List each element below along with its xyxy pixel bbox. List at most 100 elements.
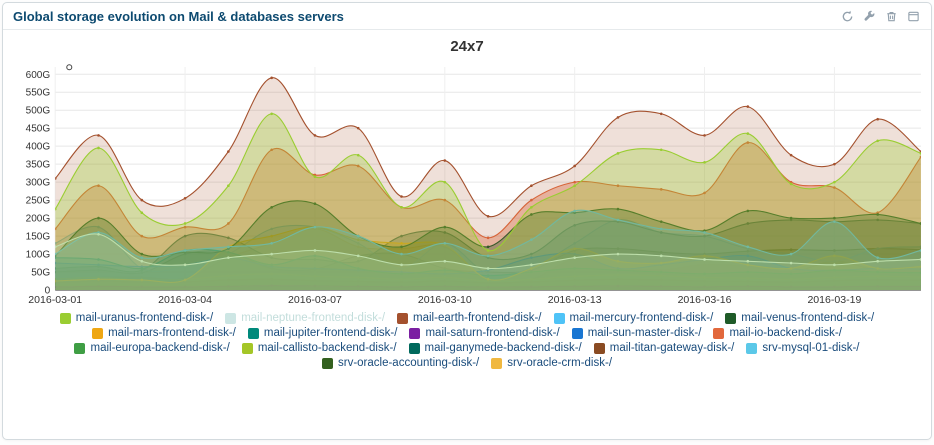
point-marker	[530, 267, 533, 270]
legend-item[interactable]: mail-titan-gateway-disk-/	[593, 342, 734, 354]
point-marker	[97, 184, 100, 188]
point-marker	[313, 175, 317, 179]
legend-swatch	[74, 342, 86, 354]
legend-item[interactable]: mail-io-backend-disk-/	[713, 327, 842, 339]
legend-item[interactable]: mail-venus-frontend-disk-/	[725, 312, 874, 324]
y-axis-label: 500G	[26, 106, 51, 117]
point-marker	[789, 248, 793, 252]
legend-item[interactable]: mail-earth-frontend-disk-/	[397, 312, 542, 324]
x-axis-label: 2016-03-01	[28, 294, 82, 306]
legend-swatch	[59, 312, 71, 324]
legend-item[interactable]: mail-uranus-frontend-disk-/	[59, 312, 213, 324]
point-marker	[659, 261, 663, 265]
legend-swatch	[321, 357, 333, 369]
point-marker	[356, 280, 360, 283]
point-marker	[356, 268, 360, 272]
point-marker	[833, 180, 836, 184]
point-marker	[703, 234, 706, 238]
point-marker	[227, 247, 230, 250]
legend-swatch	[247, 327, 259, 339]
point-marker	[703, 229, 706, 232]
legend-item[interactable]: srv-oracle-crm-disk-/	[491, 357, 612, 369]
x-axis-label: 2016-03-07	[288, 294, 342, 306]
point-marker	[97, 225, 100, 229]
point-marker	[746, 265, 750, 268]
point-marker	[833, 186, 836, 189]
point-marker	[443, 245, 447, 249]
y-axis-label: 450G	[26, 124, 51, 135]
point-marker	[183, 196, 187, 200]
point-marker	[97, 282, 100, 285]
point-marker	[443, 279, 447, 283]
legend-item[interactable]: mail-sun-master-disk-/	[571, 327, 701, 339]
point-marker	[140, 268, 144, 272]
point-marker	[183, 222, 187, 225]
point-marker	[833, 285, 836, 289]
point-marker	[356, 259, 360, 263]
legend-item[interactable]: mail-europa-backend-disk-/	[74, 342, 230, 354]
legend-item[interactable]: srv-mysql-01-disk-/	[746, 342, 860, 354]
point-marker	[443, 159, 447, 162]
point-marker	[789, 218, 793, 222]
legend-item[interactable]: mail-saturn-frontend-disk-/	[409, 327, 560, 339]
point-marker	[400, 267, 403, 270]
legend-row: srv-oracle-accounting-disk-/ srv-oracle-c…	[11, 357, 923, 369]
point-marker	[530, 270, 533, 274]
point-marker	[573, 285, 576, 288]
point-marker	[270, 267, 273, 270]
chart-canvas[interactable]: 0 50G 100G 150G 200G 250G 300G 350G 400G 450G 500G…	[7, 57, 927, 310]
wrench-icon[interactable]	[862, 9, 877, 24]
point-marker	[356, 282, 360, 285]
legend-swatch	[409, 327, 421, 339]
point-marker	[789, 280, 793, 284]
trash-icon[interactable]	[884, 9, 899, 24]
point-marker	[97, 258, 100, 261]
point-marker	[573, 223, 576, 227]
point-marker	[270, 76, 273, 80]
legend-item[interactable]: mail-ganymede-backend-disk-/	[408, 342, 582, 354]
x-axis-label: 2016-03-19	[807, 294, 861, 306]
point-marker	[227, 252, 230, 256]
point-marker	[833, 263, 836, 267]
point-marker	[530, 285, 533, 289]
legend-label: srv-oracle-accounting-disk-/	[337, 357, 480, 370]
refresh-icon[interactable]	[840, 9, 855, 24]
point-marker	[270, 205, 273, 209]
point-marker	[919, 281, 921, 285]
legend-label: mail-callisto-backend-disk-/	[257, 342, 397, 355]
point-marker	[616, 267, 620, 270]
legend-item[interactable]: mail-mercury-frontend-disk-/	[553, 312, 713, 324]
legend-item[interactable]: mail-mars-frontend-disk-/	[92, 327, 236, 339]
legend-item[interactable]: mail-jupiter-frontend-disk-/	[247, 327, 397, 339]
legend-item[interactable]: mail-neptune-frontend-disk-/	[225, 312, 385, 324]
point-marker	[616, 116, 620, 119]
legend-item[interactable]: srv-oracle-accounting-disk-/	[321, 357, 480, 370]
point-marker	[400, 252, 403, 256]
point-marker	[356, 164, 360, 168]
point-marker	[227, 150, 230, 153]
point-marker	[746, 276, 750, 280]
point-marker	[140, 211, 144, 214]
point-marker	[703, 263, 706, 267]
point-marker	[443, 276, 447, 279]
point-marker	[573, 180, 576, 184]
panel-title: Global storage evolution on Mail & datab…	[13, 9, 344, 24]
point-marker	[183, 225, 187, 229]
point-marker	[876, 278, 879, 282]
point-marker	[356, 285, 360, 288]
point-marker	[227, 236, 230, 240]
legend-swatch	[553, 312, 565, 324]
point-marker	[356, 153, 360, 157]
point-marker	[746, 209, 750, 213]
point-marker	[876, 218, 879, 222]
point-marker	[573, 241, 576, 245]
point-marker	[313, 254, 317, 258]
point-marker	[270, 280, 273, 284]
collapse-icon[interactable]	[906, 9, 921, 24]
point-marker	[573, 256, 576, 259]
legend-item[interactable]: mail-callisto-backend-disk-/	[241, 342, 397, 355]
point-marker	[313, 173, 317, 177]
area-mail-sun-master-disk-/	[55, 253, 921, 291]
point-marker	[486, 277, 490, 281]
point-marker	[97, 231, 100, 234]
